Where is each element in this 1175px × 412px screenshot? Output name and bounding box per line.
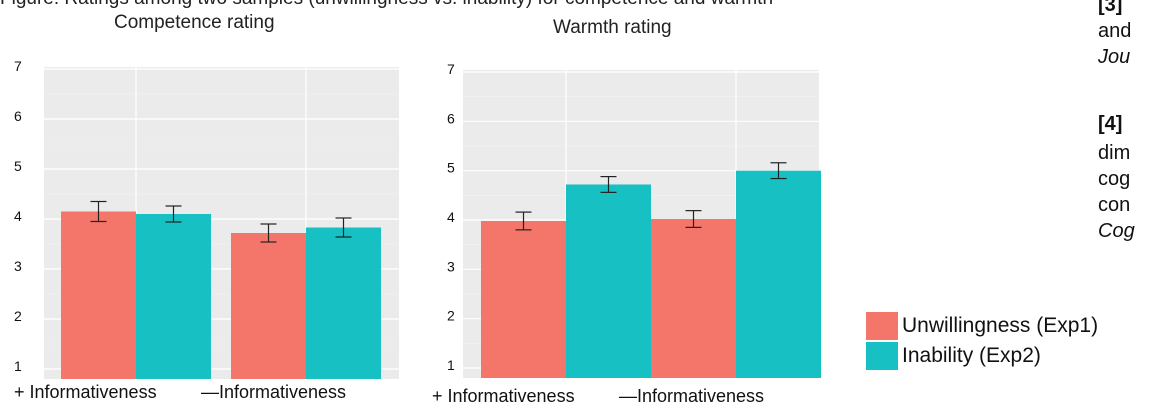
competence-bar-inability-plus bbox=[136, 214, 211, 379]
competence-bar-unwillingness-minus bbox=[231, 233, 306, 379]
reference-4-number: [4] bbox=[1098, 113, 1123, 135]
competence-bar-unwillingness-plus bbox=[61, 211, 136, 379]
reference-4-line-2: dim bbox=[1098, 142, 1131, 164]
warmth-bar-unwillingness-minus bbox=[651, 219, 736, 378]
legend-label-inability: Inability (Exp2) bbox=[902, 344, 1041, 367]
warmth-bar-inability-plus bbox=[566, 184, 651, 378]
warmth-y-tick-label: 4 bbox=[447, 209, 455, 225]
warmth-y-tick-label: 6 bbox=[447, 110, 455, 126]
cut-off-caption: Figure: Ratings among two samples (unwil… bbox=[0, 0, 773, 10]
competence-y-tick-label: 3 bbox=[14, 258, 22, 274]
warmth-x-label-plus: + Informativeness bbox=[432, 386, 575, 406]
warmth-y-tick-label: 3 bbox=[447, 258, 455, 274]
warmth-x-label-minus: —Informativeness bbox=[619, 386, 765, 406]
competence-chart-title: Competence rating bbox=[114, 12, 275, 33]
reference-3-line: and bbox=[1098, 20, 1132, 42]
competence-y-tick-label: 7 bbox=[14, 58, 22, 74]
reference-4-journal: Cog bbox=[1098, 220, 1135, 242]
legend-swatch-unwillingness bbox=[866, 312, 898, 340]
warmth-y-tick-label: 2 bbox=[447, 308, 455, 324]
reference-3-journal: Jou bbox=[1098, 46, 1131, 68]
warmth-bar-inability-minus bbox=[736, 170, 821, 378]
competence-y-tick-label: 6 bbox=[14, 108, 22, 124]
competence-y-tick-label: 1 bbox=[14, 358, 22, 374]
warmth-y-tick-label: 7 bbox=[447, 61, 455, 77]
competence-x-label-plus: + Informativeness bbox=[14, 382, 157, 402]
competence-y-tick-label: 4 bbox=[14, 208, 22, 224]
reference-3-number: [3] bbox=[1098, 0, 1123, 16]
warmth-bar-unwillingness-plus bbox=[481, 220, 566, 378]
reference-4-line-3: cog bbox=[1098, 168, 1131, 190]
bar-charts: 1 2 3 4 5 6 7 1 2 3 4 5 6 7 bbox=[14, 58, 821, 379]
competence-y-tick-label: 5 bbox=[14, 158, 22, 174]
competence-bar-inability-minus bbox=[306, 227, 381, 379]
competence-x-label-minus: —Informativeness bbox=[201, 382, 347, 402]
legend-label-unwillingness: Unwillingness (Exp1) bbox=[902, 314, 1099, 337]
warmth-chart-title: Warmth rating bbox=[553, 17, 672, 38]
reference-4-line-4: con bbox=[1098, 194, 1131, 216]
competence-y-tick-label: 2 bbox=[14, 308, 22, 324]
legend-swatch-inability bbox=[866, 342, 898, 370]
warmth-y-tick-label: 5 bbox=[447, 160, 455, 176]
warmth-y-tick-label: 1 bbox=[447, 357, 455, 373]
